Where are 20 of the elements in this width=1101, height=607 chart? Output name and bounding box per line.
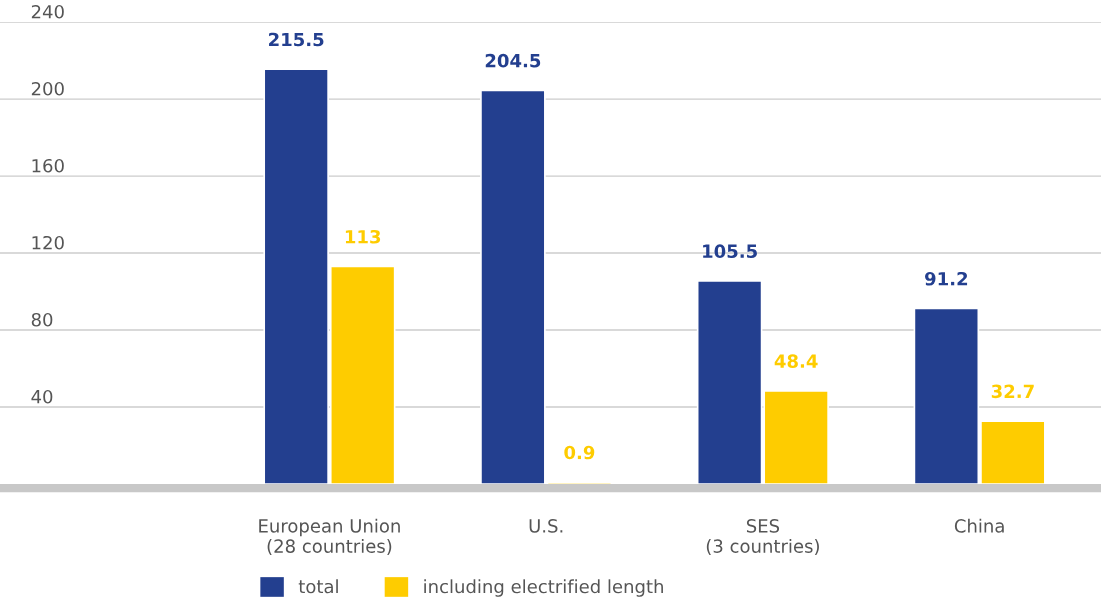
text: 113	[345, 229, 381, 244]
text: 215.5	[269, 32, 324, 47]
text: 105.5	[703, 244, 757, 259]
legend-label: total	[298, 579, 338, 594]
y-tick-label: 40	[31, 389, 53, 404]
x-tick-label: U.S.	[529, 519, 563, 533]
text: 32.7	[991, 384, 1034, 399]
text: 204.5	[485, 53, 541, 68]
text: 48.4	[774, 354, 818, 368]
x-tick-label: European Union (28 countries)	[259, 518, 400, 556]
y-tick-label: 80	[31, 312, 53, 327]
x-tick-label: SES (3 countries)	[706, 519, 819, 556]
legend-label: including electrified length	[424, 579, 663, 597]
y-tick-label: 120	[32, 235, 64, 250]
y-tick-label: 200	[31, 81, 64, 96]
x-tick-label: China	[954, 518, 1004, 533]
y-tick-label: 240	[31, 4, 64, 19]
y-tick-label: 160	[32, 158, 64, 173]
text: 0.9	[564, 445, 595, 460]
text: 91.2	[925, 271, 968, 286]
